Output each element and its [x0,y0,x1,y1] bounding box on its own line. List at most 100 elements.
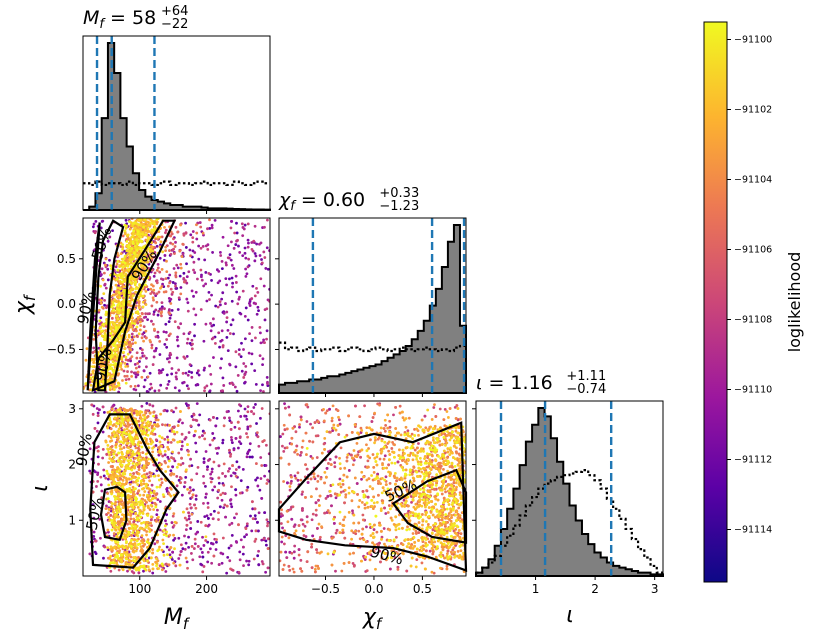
sample-point [187,491,191,495]
sample-point [148,530,152,533]
sample-point [152,355,156,359]
sample-point [139,235,143,239]
sample-point [300,492,304,496]
sample-point [179,223,182,227]
sample-point [126,338,129,342]
sample-point [99,483,103,487]
sample-point [221,438,225,442]
sample-point [78,356,81,359]
sample-point [169,297,173,301]
sample-point [134,341,137,345]
sample-point [232,332,235,336]
sample-point [149,260,153,263]
sample-point [128,340,132,344]
sample-point [253,507,257,511]
sample-point [217,511,220,515]
sample-point [126,422,130,426]
sample-point [262,537,266,540]
sample-point [281,526,284,530]
sample-point [116,416,120,420]
sample-point [102,468,106,472]
sample-point [126,264,130,268]
sample-point [132,428,136,432]
sample-point [127,244,131,247]
sample-point [189,457,192,461]
sample-point [383,454,387,458]
sample-point [140,375,144,379]
sample-point [148,493,151,497]
sample-point [137,500,141,504]
sample-point [165,530,169,534]
sample-point [248,424,252,428]
sample-point [171,290,175,294]
sample-point [266,521,270,525]
sample-point [232,267,236,270]
sample-point [94,219,98,223]
sample-point [146,230,149,234]
sample-point [158,463,161,467]
sample-point [115,295,119,299]
sample-point [235,221,238,225]
sample-point [158,440,162,444]
sample-point [163,524,167,528]
sample-point [351,509,354,513]
sample-point [292,525,296,528]
sample-point [109,547,112,551]
sample-point [162,409,166,413]
sample-point [116,532,120,536]
sample-point [150,245,154,249]
sample-point [259,416,262,420]
sample-point [287,405,291,409]
sample-point [144,283,147,287]
sample-point [226,256,230,260]
sample-point [202,502,205,505]
sample-point [187,453,190,457]
sample-point [230,276,234,280]
sample-point [120,268,124,272]
sample-point [256,435,260,439]
sample-point [130,468,134,472]
sample-point [160,267,164,271]
sample-point [230,263,234,267]
sample-point [209,382,213,386]
sample-point [186,373,190,377]
sample-point [149,556,153,560]
sample-point [141,294,145,298]
sample-point [252,557,256,561]
sample-point [201,231,205,235]
sample-point [133,559,137,563]
sample-point [120,367,124,371]
sample-point [95,429,99,433]
sample-point [254,254,258,258]
sample-point [106,511,110,515]
sample-point [158,339,162,343]
sample-point [208,418,212,422]
sample-point [95,485,98,488]
sample-point [236,238,239,242]
sample-point [133,322,137,325]
sample-point [125,540,128,544]
sample-point [134,527,137,531]
sample-point [128,473,132,477]
sample-point [104,507,108,511]
sample-point [128,350,132,354]
sample-point [226,349,230,353]
sample-point [92,346,96,350]
sample-point [106,368,110,371]
sample-point [186,337,190,341]
sample-point [165,345,169,349]
sample-point [216,281,220,285]
sample-point [104,257,108,261]
sample-point [168,249,171,252]
sample-point [155,268,159,272]
sample-point [110,363,113,367]
sample-point [160,548,164,552]
sample-point [167,563,171,567]
sample-point [177,368,181,372]
sample-point [259,241,263,245]
sample-point [172,425,176,429]
sample-point [243,407,247,411]
sample-point [134,446,138,450]
sample-point [152,313,156,316]
sample-point [98,344,102,348]
